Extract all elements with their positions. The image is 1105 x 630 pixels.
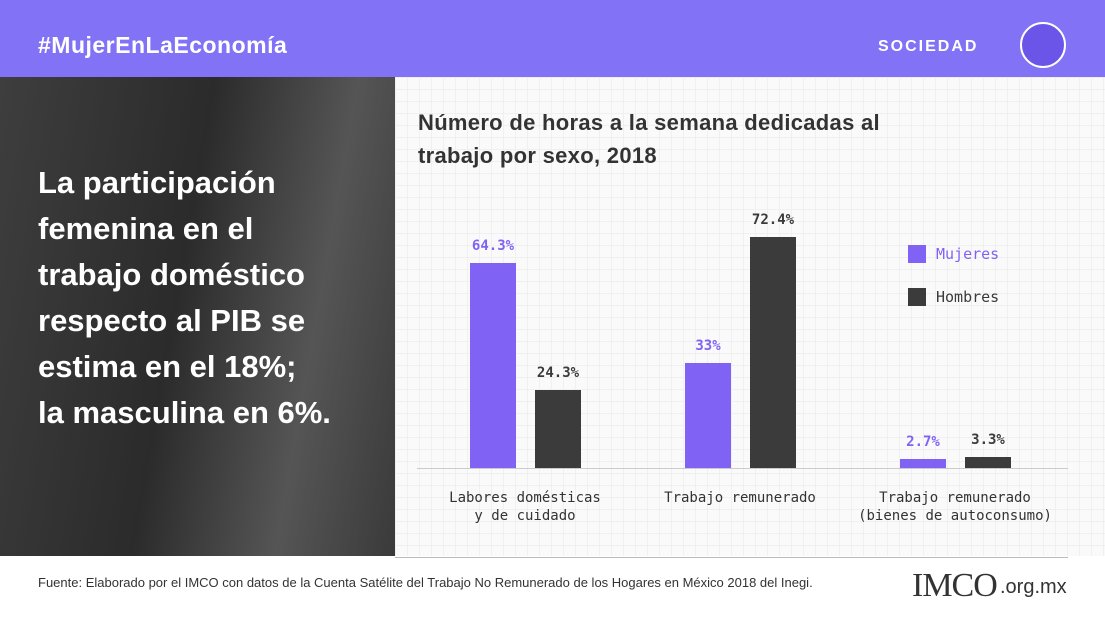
baseline — [417, 468, 1068, 469]
section-label: SOCIEDAD — [878, 38, 979, 55]
x-tick-label: Trabajo remunerado — [664, 490, 816, 506]
bar — [750, 237, 796, 468]
section-icon — [1020, 22, 1066, 68]
background-photo — [0, 77, 395, 556]
bar — [965, 457, 1011, 468]
logo-domain: .org.mx — [1000, 576, 1067, 598]
bar — [535, 390, 581, 468]
hashtag: #MujerEnLaEconomía — [38, 32, 288, 58]
bar — [900, 459, 946, 468]
value-label: 3.3% — [971, 432, 1005, 449]
callout-text: La participación femenina en el trabajo … — [38, 165, 331, 430]
legend-swatch — [908, 288, 926, 306]
chart-title: Número de horas a la semana dedicadas al… — [418, 110, 880, 168]
source-note: Fuente: Elaborado por el IMCO con datos … — [38, 575, 813, 590]
value-label: 64.3% — [471, 237, 515, 254]
legend-label: Hombres — [936, 288, 1000, 306]
header-bar — [0, 0, 1105, 77]
bar — [470, 262, 516, 468]
legend-label: Mujeres — [936, 245, 1000, 263]
x-tick-label: Labores domésticas y de cuidado — [449, 490, 601, 524]
bar — [685, 362, 731, 468]
footer-line — [395, 557, 1068, 558]
value-label: 33% — [695, 337, 721, 354]
legend-swatch — [908, 245, 926, 263]
x-tick-label: Trabajo remunerado (bienes de autoconsum… — [858, 490, 1052, 524]
value-label: 24.3% — [536, 365, 580, 382]
value-label: 72.4% — [751, 212, 795, 228]
logo: IMCO — [912, 567, 998, 604]
value-label: 2.7% — [906, 434, 940, 451]
